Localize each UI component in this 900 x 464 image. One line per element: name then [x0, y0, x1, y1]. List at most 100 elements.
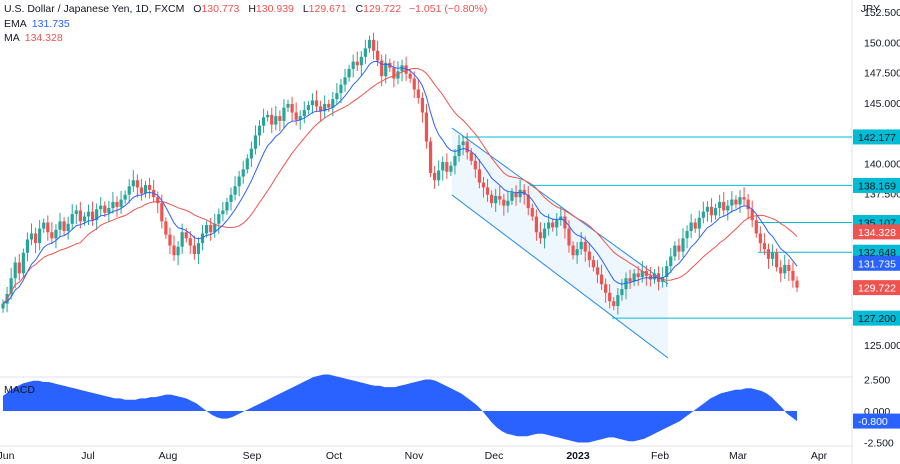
- ema-label: EMA: [4, 17, 27, 30]
- candle-body: [17, 262, 21, 274]
- open-value: 130.773: [201, 3, 240, 15]
- candle-body: [555, 220, 559, 228]
- candle-body: [343, 77, 347, 85]
- candle-body: [229, 194, 233, 202]
- candle-body: [563, 216, 567, 229]
- change-value: −1.051 (−0.80%): [409, 3, 488, 15]
- candle-body: [196, 243, 201, 255]
- candle-body: [213, 223, 217, 233]
- candle-body: [713, 208, 718, 216]
- candle-body: [274, 116, 278, 125]
- candle-body: [762, 243, 767, 250]
- candle-body: [314, 100, 319, 107]
- candle-body: [616, 295, 620, 307]
- candle-body: [367, 39, 372, 49]
- level-badge-142.177-bg: [853, 129, 900, 145]
- candle-body: [143, 185, 148, 194]
- time-tick-label: Dec: [485, 450, 504, 462]
- candle-body: [347, 68, 351, 78]
- candle-body: [115, 201, 119, 207]
- candle-body: [237, 176, 241, 187]
- candle-body: [38, 228, 42, 244]
- macd-label[interactable]: MACD: [4, 384, 35, 396]
- candle-body: [770, 252, 775, 259]
- legend-row-ma[interactable]: MA 134.328: [4, 31, 487, 46]
- candle-body: [233, 186, 237, 195]
- candle-body: [392, 67, 396, 79]
- candle-body: [416, 89, 420, 98]
- legend-row-symbol: U.S. Dollar / Japanese Yen, 1D, FXCM O13…: [4, 2, 487, 17]
- candle-body: [62, 221, 66, 232]
- price-tick-label: 140.000: [864, 158, 900, 170]
- candle-body: [371, 39, 376, 51]
- candle-body: [640, 270, 644, 278]
- candle-body: [465, 141, 469, 153]
- candle-body: [705, 206, 710, 212]
- value-badge-129.722-bg: [853, 280, 900, 296]
- candle-body: [245, 158, 249, 170]
- candle-body: [241, 169, 245, 177]
- candle-body: [750, 209, 754, 221]
- ema-value: 131.735: [31, 17, 70, 30]
- candle-body: [628, 278, 632, 282]
- candle-body: [33, 233, 38, 244]
- price-tick-label: 150.000: [864, 37, 900, 49]
- candle-body: [477, 169, 481, 183]
- candle-body: [498, 195, 502, 200]
- candle-body: [775, 252, 779, 268]
- time-tick-label: Apr: [811, 450, 828, 462]
- candle-body: [376, 50, 380, 61]
- candle-body: [319, 106, 323, 112]
- candle-body: [567, 228, 571, 246]
- candle-body: [551, 222, 555, 228]
- candle-body: [404, 65, 408, 74]
- candle-body: [730, 199, 734, 206]
- candle-body: [689, 222, 693, 232]
- candle-body: [310, 100, 315, 106]
- candle-body: [709, 206, 714, 216]
- candle-body: [701, 211, 705, 218]
- candle-body: [742, 197, 746, 200]
- candle-body: [200, 233, 205, 244]
- level-badge-127.200-text: 127.200: [858, 313, 896, 325]
- candle-body: [510, 192, 514, 201]
- candle-body: [42, 222, 46, 229]
- candle-body: [290, 103, 294, 113]
- candle-body: [428, 141, 433, 173]
- candle-body: [103, 205, 107, 213]
- macd-tick-label: -2.500: [864, 437, 894, 449]
- candle-body: [738, 197, 742, 205]
- candle-body: [323, 103, 327, 112]
- candle-body: [453, 156, 457, 166]
- candle-body: [612, 301, 616, 307]
- candle-body: [514, 192, 518, 198]
- time-tick-label: Jun: [0, 450, 15, 462]
- time-tick-label: Feb: [651, 450, 669, 462]
- candle-body: [99, 205, 103, 210]
- candle-body: [225, 201, 229, 211]
- candle-body: [50, 232, 54, 239]
- candle-body: [632, 273, 636, 282]
- candle-body: [359, 56, 363, 66]
- candle-body: [270, 114, 274, 125]
- candle-body: [282, 107, 286, 121]
- candle-body: [257, 125, 262, 136]
- candle-body: [408, 73, 412, 79]
- candle-body: [518, 189, 522, 198]
- high-key: H: [248, 3, 256, 15]
- ema-line: [2, 60, 798, 305]
- candle-body: [66, 223, 70, 232]
- candle-body: [261, 117, 266, 126]
- candle-body: [722, 201, 726, 211]
- legend-row-ema[interactable]: EMA 131.735: [4, 17, 487, 32]
- candle-body: [437, 170, 441, 181]
- candle-body: [559, 216, 563, 221]
- candle-body: [787, 264, 791, 271]
- candle-body: [355, 61, 359, 66]
- candle-body: [339, 84, 343, 94]
- candle-body: [636, 273, 640, 278]
- candle-body: [302, 110, 306, 117]
- low-value: 129.671: [308, 3, 347, 15]
- level-badge-142.177-text: 142.177: [858, 132, 896, 144]
